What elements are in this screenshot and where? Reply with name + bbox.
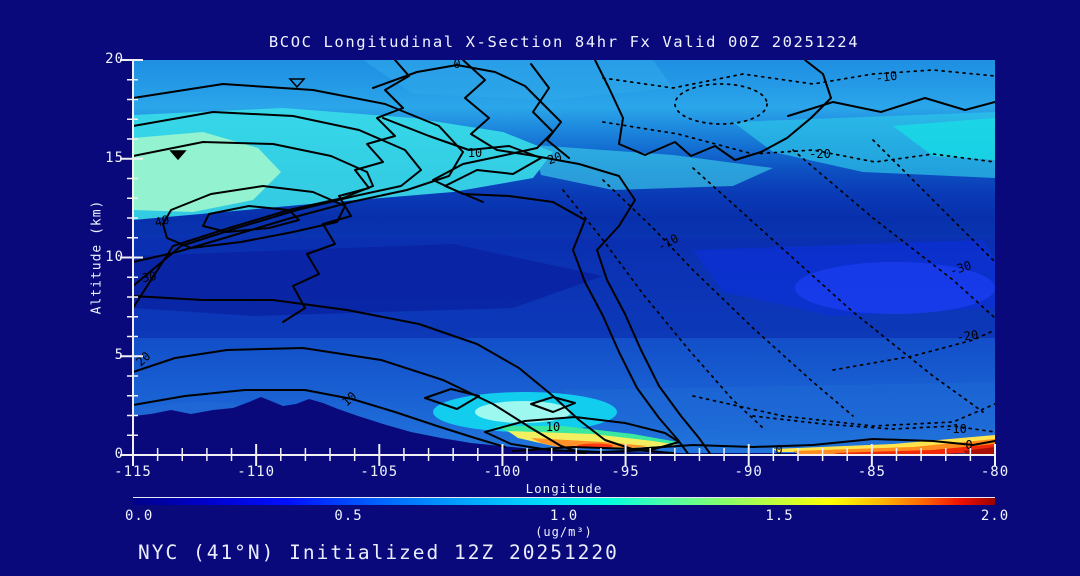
contour-lines-dotted	[562, 69, 995, 433]
colorbar-tick-label: 0.0	[125, 508, 154, 524]
contour-label: -20	[809, 147, 831, 161]
contour-label: -10	[945, 422, 967, 436]
contour-label: 20	[545, 149, 563, 167]
x-tick-label: -100	[483, 464, 522, 480]
y-tick-label: 0	[114, 446, 124, 462]
colorbar-tick-label: 0.5	[334, 508, 363, 524]
x-tick-label: -105	[360, 464, 399, 480]
colorbar-tick-label: 2.0	[980, 508, 1010, 524]
y-tick-label: 10	[105, 248, 124, 265]
y-tick-label: 20	[105, 51, 124, 67]
y-tick-label: 5	[114, 347, 124, 364]
colorbar-tick-label: 1.5	[765, 508, 794, 524]
chart-title: BCOC Longitudinal X-Section 84hr Fx Vali…	[268, 33, 860, 51]
contour-label: -20	[956, 328, 979, 345]
contour-lines-solid	[133, 60, 995, 455]
colorbar-units: (ug/m³)	[535, 525, 593, 539]
x-tick-label: -115	[114, 464, 152, 480]
x-tick-label: -80	[980, 464, 1010, 480]
x-tick-label: -110	[237, 464, 275, 480]
triangle-filled-icon	[169, 150, 187, 161]
filled-contour-field	[133, 60, 995, 455]
contour-label: -10	[875, 69, 898, 86]
contour-label: 40	[153, 213, 171, 230]
x-axis-title: Longitude	[525, 481, 603, 496]
contour-label: 10	[468, 146, 482, 160]
y-tick-label: 15	[105, 149, 124, 166]
contour-label: 10	[546, 420, 560, 434]
colorbar-tick-label: 1.0	[549, 508, 579, 524]
contour-label: 0	[775, 443, 782, 455]
triangle-open-icon	[288, 78, 306, 89]
x-tick-label: -95	[611, 464, 640, 480]
x-tick-label: -90	[734, 464, 763, 480]
terrain-silhouette	[133, 397, 995, 455]
colorbar-gradient	[133, 497, 995, 505]
x-tick-label: -85	[857, 464, 886, 480]
extrema-marker-layer	[169, 78, 306, 161]
contour-label: -30	[948, 258, 973, 278]
contour-label: 30	[141, 269, 158, 285]
init-info-text: NYC (41°N) Initialized 12Z 20251220	[138, 541, 619, 564]
contour-label: 0	[453, 60, 460, 71]
contour-label: 0	[965, 438, 972, 452]
